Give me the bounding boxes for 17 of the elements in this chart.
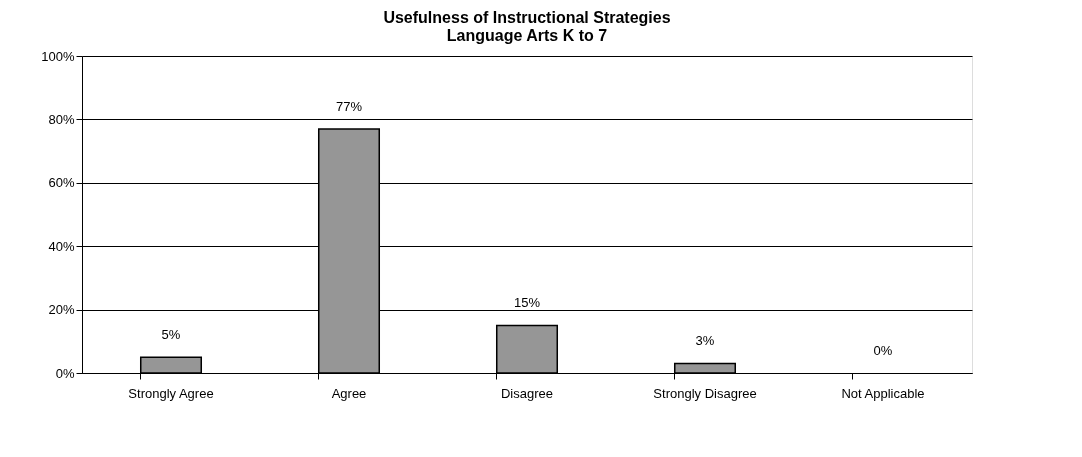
x-tick-label: Disagree	[500, 385, 554, 401]
x-tick-label: Agree	[331, 385, 367, 401]
y-tick-label: 0%	[55, 365, 75, 381]
x-tick-label: Not Applicable	[841, 385, 925, 401]
x-tick-label: Strongly Agree	[128, 385, 214, 401]
y-tick-label: 60%	[48, 175, 75, 191]
y-tick-label: 100%	[41, 48, 75, 64]
data-label: 0%	[873, 343, 893, 358]
data-label: 15%	[513, 295, 541, 311]
chart-title: Usefulness of Instructional Strategies Language Arts K to 7	[383, 9, 671, 44]
y-tick-label: 20%	[48, 302, 75, 318]
data-label: 3%	[695, 333, 715, 349]
x-tick-label: Strongly Disagree	[653, 385, 757, 401]
data-label: 77%	[335, 98, 363, 114]
data-label: 5%	[161, 327, 181, 343]
y-tick-label: 40%	[48, 238, 75, 254]
y-tick-label: 80%	[48, 111, 75, 127]
